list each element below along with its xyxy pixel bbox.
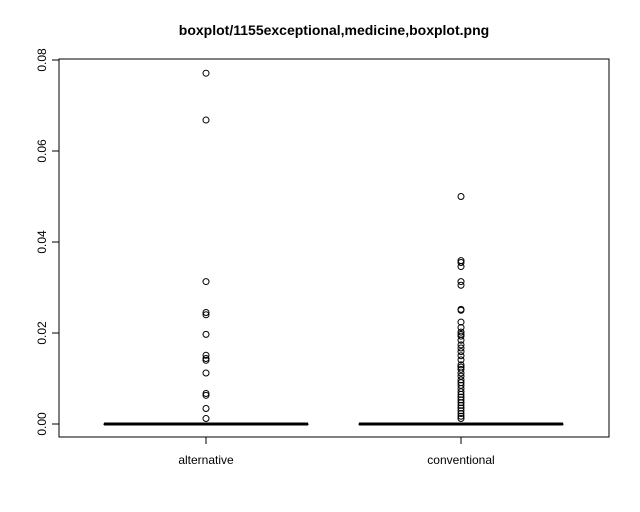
outlier-point	[202, 405, 210, 413]
outlier-point	[457, 281, 465, 289]
outlier-point	[457, 263, 465, 271]
outlier-point	[202, 309, 210, 317]
box-group	[358, 193, 564, 426]
y-tick-label: 0.06	[35, 139, 49, 163]
outlier-point	[202, 330, 210, 338]
x-tick-label: conventional	[427, 453, 494, 467]
x-axis: alternative conventional	[178, 437, 495, 467]
outlier-point	[457, 369, 465, 377]
y-tick-label: 0.08	[35, 48, 49, 72]
outlier-point	[457, 341, 465, 349]
outlier-point	[202, 391, 210, 399]
y-tick-label: 0.00	[35, 412, 49, 436]
outlier-point	[457, 332, 465, 340]
plot-frame	[58, 58, 610, 438]
box-group	[103, 69, 309, 426]
outlier-point	[457, 376, 465, 384]
outlier-point	[202, 354, 210, 362]
outlier-point	[202, 311, 210, 319]
outlier-point	[457, 396, 465, 404]
outlier-point	[457, 361, 465, 369]
outlier-point	[202, 351, 210, 359]
outlier-point	[457, 388, 465, 396]
outlier-point	[457, 258, 465, 266]
boxes	[103, 69, 564, 426]
outlier-point	[202, 116, 210, 124]
outlier-point	[457, 278, 465, 286]
outlier-point	[457, 410, 465, 418]
outlier-point	[202, 69, 210, 77]
outlier-point	[457, 318, 465, 326]
outlier-point	[457, 328, 465, 336]
outlier-point	[457, 336, 465, 344]
outlier-point	[457, 193, 465, 200]
y-tick-label: 0.04	[35, 230, 49, 254]
outlier-point	[457, 356, 465, 364]
outlier-point	[202, 356, 210, 364]
outlier-point	[457, 306, 465, 314]
y-tick-label: 0.02	[35, 321, 49, 345]
outlier-point	[457, 399, 465, 407]
outlier-point	[457, 324, 465, 332]
outlier-point	[202, 278, 210, 286]
outlier-point	[457, 352, 465, 360]
x-tick-label: alternative	[178, 453, 234, 467]
outlier-point	[457, 390, 465, 398]
outlier-point	[457, 404, 465, 412]
outlier-point	[457, 407, 465, 415]
outlier-point	[457, 393, 465, 401]
y-axis: 0.00 0.02 0.04 0.06 0.08	[35, 48, 60, 436]
outlier-point	[202, 415, 210, 423]
outlier-point	[202, 390, 210, 398]
outlier-point	[457, 412, 465, 420]
chart-title: boxplot/1155exceptional,medicine,boxplot…	[179, 22, 489, 38]
outlier-point	[457, 401, 465, 409]
outlier-point	[202, 369, 210, 377]
outlier-point	[457, 415, 465, 423]
outlier-point	[457, 365, 465, 373]
outlier-point	[457, 348, 465, 356]
outlier-point	[457, 344, 465, 352]
